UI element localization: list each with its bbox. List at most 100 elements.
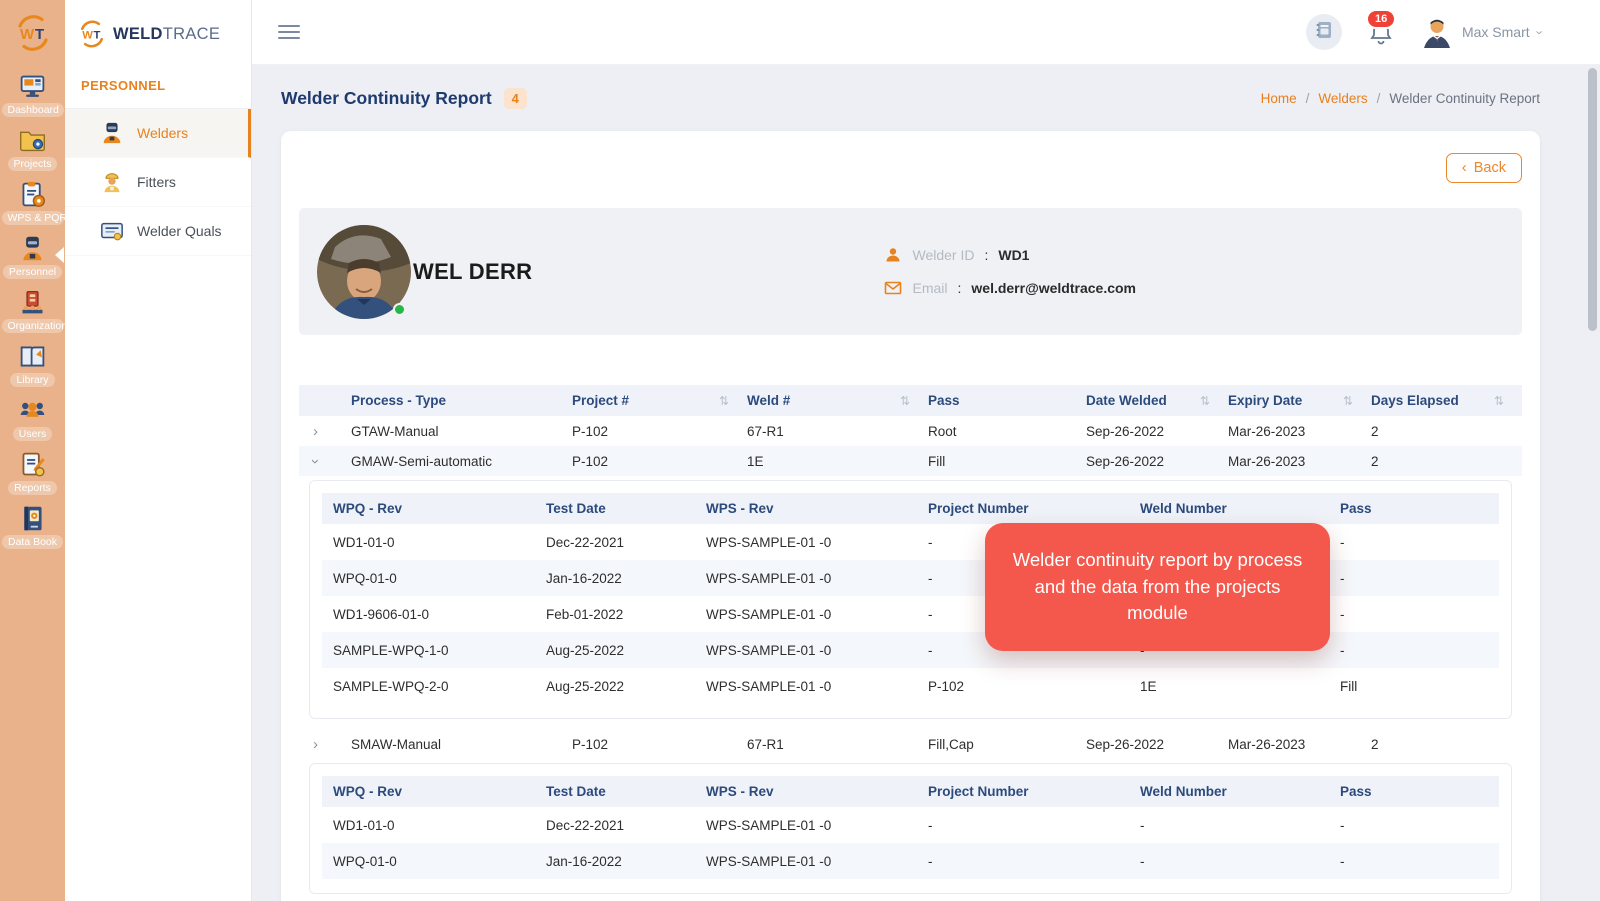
detail-cell: WPS-SAMPLE-01 -0 bbox=[706, 570, 832, 586]
column-header-project: Project # ⇅ bbox=[572, 393, 747, 408]
sort-icon[interactable]: ⇅ bbox=[1342, 393, 1353, 408]
welder-id-label: Welder ID bbox=[912, 247, 975, 263]
scrollbar-thumb[interactable] bbox=[1588, 68, 1597, 331]
breadcrumb-separator: / bbox=[1305, 90, 1310, 106]
svg-text:W: W bbox=[82, 30, 93, 42]
welder-quals-icon bbox=[100, 219, 124, 243]
sidebar-item-welder-quals[interactable]: Welder Quals bbox=[65, 207, 251, 256]
column-header-expiry-date: Expiry Date ⇅ bbox=[1228, 393, 1371, 408]
sort-icon[interactable]: ⇅ bbox=[1493, 393, 1504, 408]
sidebar-item-label: Welders bbox=[137, 125, 189, 141]
count-badge: 4 bbox=[503, 87, 527, 109]
detail-cell: WPS-SAMPLE-01 -0 bbox=[706, 642, 832, 658]
detail-row[interactable]: WPQ-01-0 Jan-16-2022 WPS-SAMPLE-01 -0 - - - bbox=[322, 843, 1499, 879]
column-header-weld: Weld # ⇅ bbox=[747, 393, 928, 408]
process-row-smaw-manual[interactable]: › SMAW-Manual P-102 67-R1 Fill,Cap Sep-26-202… bbox=[299, 729, 1522, 759]
rail-item-dashboard[interactable]: Dashboard bbox=[1, 68, 64, 122]
rail-item-data-book[interactable]: Data Book bbox=[1, 500, 64, 554]
process-row-gmaw-semi-automatic[interactable]: › GMAW-Semi-automatic P-102 1E Fill Sep-26-20… bbox=[299, 446, 1522, 476]
detail-column-header-test-date: Test Date bbox=[546, 501, 606, 516]
chevron-right-icon[interactable]: › bbox=[313, 423, 318, 439]
rail-item-library[interactable]: Library bbox=[2, 338, 64, 392]
colon: : bbox=[984, 247, 989, 263]
rail-item-projects[interactable]: Projects bbox=[2, 122, 64, 176]
detail-header-row: WPQ - Rev Test Date WPS - Rev Project Numbe… bbox=[322, 776, 1499, 807]
back-button[interactable]: ‹ Back bbox=[1445, 153, 1522, 183]
welder-email-row: Email : wel.derr@weldtrace.com bbox=[884, 279, 1136, 297]
continuity-table: Process - Type Project # ⇅ Weld # ⇅ Pass Date … bbox=[299, 385, 1522, 894]
detail-cell: - bbox=[1140, 817, 1145, 833]
users-icon bbox=[18, 396, 47, 425]
detail-column-header-pass: Pass bbox=[1340, 501, 1372, 516]
callout-tooltip: Welder continuity report by process and … bbox=[985, 523, 1330, 651]
breadcrumb: Home / Welders / Welder Continuity Report bbox=[1261, 91, 1540, 106]
rail-item-organization[interactable]: Organization bbox=[1, 284, 67, 338]
chevron-down-icon[interactable]: › bbox=[307, 458, 324, 464]
detail-row[interactable]: SAMPLE-WPQ-2-0 Aug-25-2022 WPS-SAMPLE-01 -… bbox=[322, 668, 1499, 704]
column-header-label: Date Welded bbox=[1086, 393, 1167, 408]
detail-cell: - bbox=[928, 570, 933, 586]
user-name: Max Smart bbox=[1461, 24, 1530, 40]
sidebar-item-fitters[interactable]: Fitters bbox=[65, 158, 251, 207]
welder-id-value: WD1 bbox=[998, 247, 1030, 263]
detail-cell: P-102 bbox=[928, 678, 965, 694]
detail-cell: Aug-25-2022 bbox=[546, 642, 625, 658]
notifications-button[interactable]: 16 bbox=[1365, 8, 1397, 51]
rail-item-label: Projects bbox=[7, 157, 58, 171]
rail-item-label: Library bbox=[10, 373, 55, 387]
notebook-icon bbox=[1314, 20, 1334, 45]
cell: P-102 bbox=[572, 736, 609, 752]
sidebar-item-label: Fitters bbox=[137, 174, 176, 190]
rail-item-reports[interactable]: Reports bbox=[2, 446, 64, 500]
menu-toggle-icon[interactable] bbox=[278, 21, 300, 43]
detail-cell: - bbox=[1340, 817, 1345, 833]
detail-cell: WD1-01-0 bbox=[333, 817, 395, 833]
back-button-label: Back bbox=[1473, 159, 1506, 176]
sort-icon[interactable]: ⇅ bbox=[718, 393, 729, 408]
breadcrumb-home[interactable]: Home bbox=[1260, 90, 1297, 106]
sort-icon[interactable]: ⇅ bbox=[899, 393, 910, 408]
cell: 1E bbox=[747, 453, 764, 469]
cell: 2 bbox=[1371, 453, 1379, 469]
wps-pqr-icon bbox=[18, 180, 47, 209]
rail-item-users[interactable]: Users bbox=[2, 392, 64, 446]
sidebar-section-title: PERSONNEL bbox=[65, 52, 251, 109]
process-row-gtaw-manual[interactable]: › GTAW-Manual P-102 67-R1 Root Sep-26-2022 Mar… bbox=[299, 416, 1522, 446]
user-menu[interactable]: Max Smart › bbox=[1420, 15, 1547, 49]
dashboard-icon bbox=[18, 72, 47, 101]
rail-item-personnel[interactable]: Personnel bbox=[2, 230, 64, 284]
sort-icon[interactable]: ⇅ bbox=[1199, 393, 1210, 408]
svg-text:T: T bbox=[35, 26, 44, 43]
welder-name: WEL DERR bbox=[413, 258, 533, 284]
rail-item-label: Reports bbox=[8, 481, 57, 495]
welder-profile-panel: WEL DERR Welder ID : WD1 Email : wel bbox=[299, 208, 1522, 335]
rail-item-label: Dashboard bbox=[1, 103, 64, 117]
detail-column-header-project-number: Project Number bbox=[928, 784, 1029, 799]
detail-column-header-wps-rev: WPS - Rev bbox=[706, 784, 774, 799]
detail-cell: Dec-22-2021 bbox=[546, 817, 625, 833]
detail-cell: WD1-01-0 bbox=[333, 534, 395, 550]
detail-cell: Feb-01-2022 bbox=[546, 606, 624, 622]
cell: Sep-26-2022 bbox=[1086, 423, 1165, 439]
welder-photo bbox=[317, 224, 411, 319]
column-header-process-type: Process - Type bbox=[351, 393, 572, 408]
rail-item-label: Organization bbox=[1, 319, 67, 333]
detail-cell: - bbox=[1340, 570, 1345, 586]
docs-button[interactable] bbox=[1305, 14, 1342, 50]
notification-count-badge: 16 bbox=[1365, 8, 1397, 29]
cell: 2 bbox=[1371, 736, 1379, 752]
column-header-label: Process - Type bbox=[351, 393, 447, 408]
breadcrumb-welders[interactable]: Welders bbox=[1318, 90, 1368, 106]
column-header-label: Expiry Date bbox=[1228, 393, 1303, 408]
sidebar-item-welders[interactable]: Welders bbox=[65, 109, 251, 158]
chevron-right-icon[interactable]: › bbox=[313, 736, 318, 752]
detail-column-header-wpq-rev: WPQ - Rev bbox=[333, 501, 403, 516]
rail-item-wps-pqr[interactable]: WPS & PQR bbox=[1, 176, 67, 230]
column-header-label: Project # bbox=[572, 393, 630, 408]
detail-row[interactable]: WD1-01-0 Dec-22-2021 WPS-SAMPLE-01 -0 - - - bbox=[322, 807, 1499, 843]
column-header-label: Days Elapsed bbox=[1371, 393, 1459, 408]
chevron-cell: › bbox=[299, 424, 351, 439]
detail-cell: - bbox=[928, 817, 933, 833]
